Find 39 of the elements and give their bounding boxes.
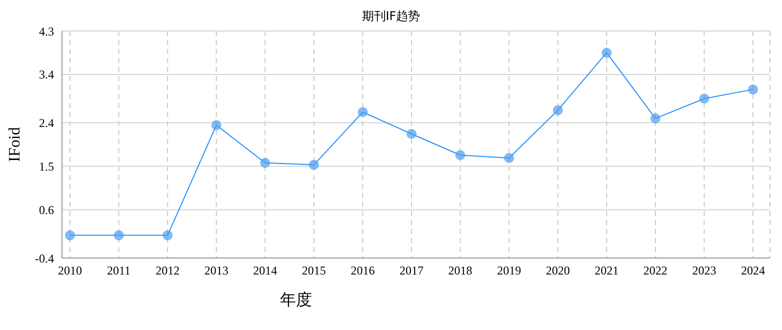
point — [211, 120, 222, 130]
x-tick-label: 2023 — [692, 264, 716, 278]
x-tick-label: 2016 — [350, 264, 375, 278]
x-tick-label: 2018 — [448, 264, 472, 278]
y-tick-label: 3.4 — [39, 68, 54, 82]
x-tick-label: 2017 — [400, 264, 424, 278]
point — [358, 107, 368, 118]
y-tick-label: -0.4 — [35, 251, 54, 266]
x-tick-label: 2015 — [302, 264, 326, 278]
point — [162, 230, 173, 240]
point — [748, 84, 758, 94]
point — [504, 153, 514, 164]
y-tick-label: 0.6 — [39, 202, 54, 217]
x-tick-label: 2020 — [546, 264, 570, 278]
y-tick-label: 4.3 — [39, 24, 54, 38]
x-tick-label: 2013 — [204, 264, 228, 278]
chart-title: 期刊IF趋势 — [360, 8, 422, 25]
y-axis-title: IFoid — [6, 127, 24, 162]
x-tick-label: 2014 — [253, 264, 278, 278]
point — [65, 230, 75, 240]
y-tick-label: 1.5 — [39, 159, 54, 174]
point — [455, 150, 466, 160]
point — [602, 48, 612, 58]
y-tick-label: 2.4 — [39, 116, 54, 130]
x-tick-label: 2019 — [497, 264, 522, 278]
point — [114, 230, 124, 240]
x-tick-label: 2010 — [58, 264, 82, 278]
point — [699, 94, 710, 104]
x-tick-label: 2011 — [107, 264, 131, 278]
x-axis-title: 年度 — [280, 290, 312, 311]
x-tick-label: 2021 — [594, 264, 619, 278]
point — [308, 160, 319, 170]
point — [260, 158, 270, 168]
point — [406, 128, 416, 139]
x-tick-label: 2022 — [643, 264, 668, 278]
x-tick-label: 2012 — [156, 264, 180, 278]
x-tick-label: 2024 — [741, 264, 765, 278]
point — [552, 105, 563, 116]
point — [650, 113, 660, 124]
